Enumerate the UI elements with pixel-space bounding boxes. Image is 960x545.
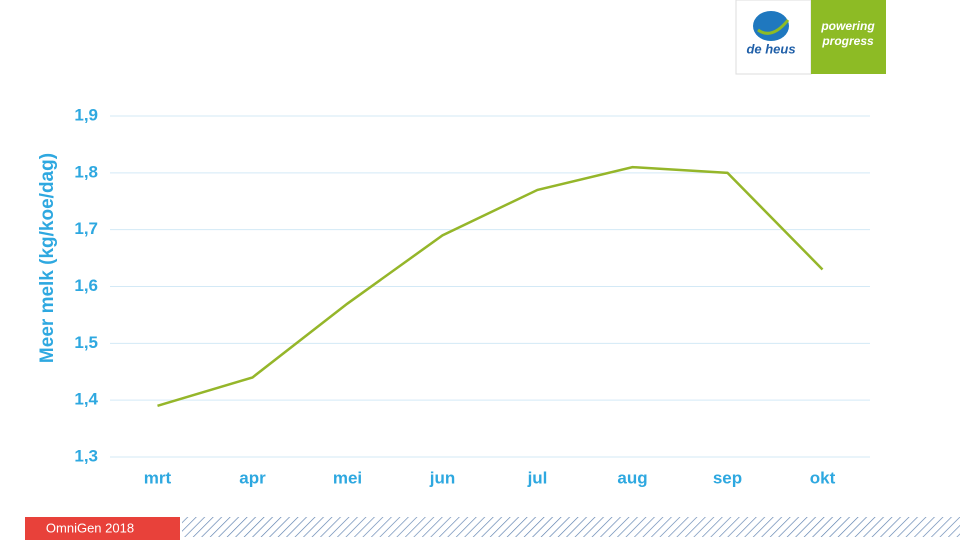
x-tick-label: jul [527,468,548,487]
logo-swoosh [757,19,790,35]
x-tick-label: jun [429,468,456,487]
footer-stripe [182,517,960,537]
logo-brand: de heus [746,41,795,56]
footer-text: OmniGen 2018 [46,520,134,535]
logo: de heus powering progress [735,0,886,75]
plot: 1,3 1,4 1,5 1,6 1,7 1,8 1,9 mrt apr mei jun jul aug s… [74,105,870,487]
x-tick-label: mei [333,468,362,487]
x-tick-label: aug [617,468,647,487]
y-tick-label: 1,9 [74,105,98,124]
y-axis-label: Meer melk (kg/koe/dag) [37,153,58,363]
logo-slogan: powering [820,19,875,33]
x-tick-label: sep [713,468,742,487]
y-tick-label: 1,7 [74,219,98,238]
x-tick-label: okt [810,468,836,487]
y-tick-label: 1,6 [74,276,98,295]
x-tick-label: apr [239,468,266,487]
y-tick-label: 1,5 [74,333,98,352]
y-tick-label: 1,3 [74,446,98,465]
data-line [157,165,824,408]
footer: OmniGen 2018 [25,517,960,540]
footer-box [25,517,180,540]
y-tick-label: 1,8 [74,162,98,181]
logo-slogan-box [811,0,886,74]
logo-slogan: progress [821,34,874,48]
x-tick-label: mrt [144,468,172,487]
y-tick-label: 1,4 [74,390,98,409]
